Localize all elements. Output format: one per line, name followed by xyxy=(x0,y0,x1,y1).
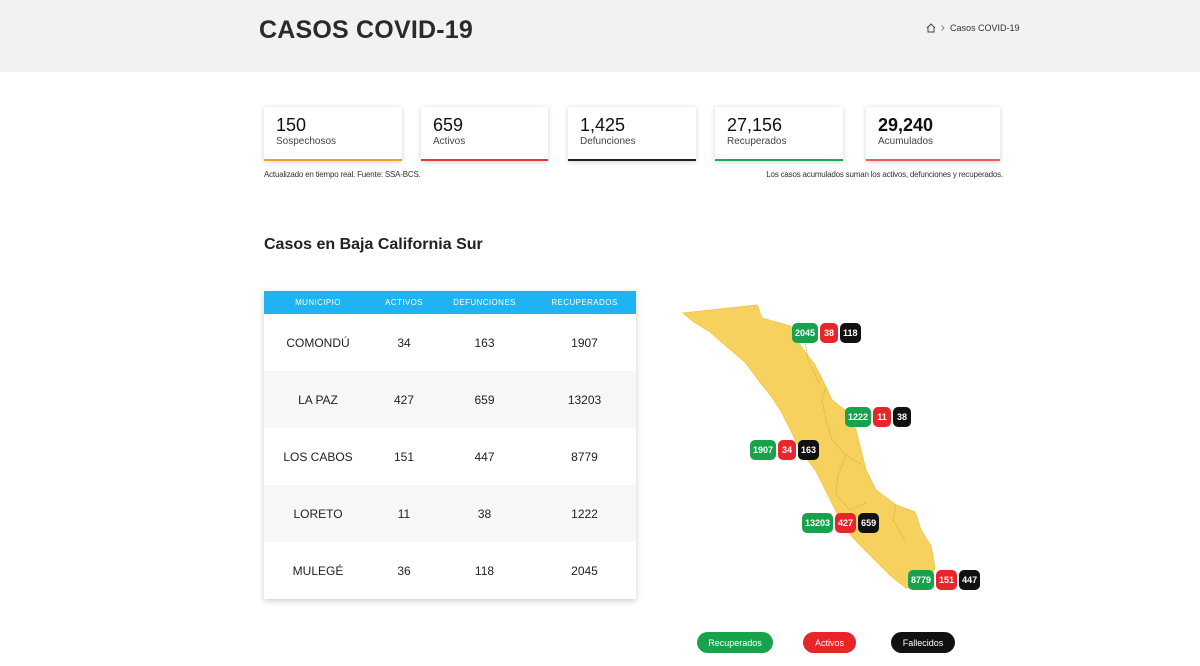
summary-card: 1,425 Defunciones xyxy=(568,107,696,161)
badge-group: 1907 34 163 xyxy=(750,440,820,460)
card-value: 27,156 xyxy=(727,115,783,135)
table-cell: COMONDÚ xyxy=(286,335,350,350)
breadcrumb-current: Casos COVID-19 xyxy=(950,23,1020,33)
map-badge: 447 xyxy=(959,570,981,590)
map-badge: 38 xyxy=(820,323,839,343)
column-header: DEFUNCIONES xyxy=(453,298,516,307)
map-badge: 659 xyxy=(858,513,880,533)
card-value: 659 xyxy=(433,115,464,135)
table-cell: LA PAZ xyxy=(298,392,338,407)
section-title: Casos en Baja California Sur xyxy=(264,236,483,253)
breadcrumb: Casos COVID-19 xyxy=(926,23,1020,33)
home-icon[interactable] xyxy=(926,23,936,33)
table-cell: 151 xyxy=(393,449,415,464)
column-header: RECUPERADOS xyxy=(551,298,618,307)
table-cell: 8779 xyxy=(571,449,598,464)
map-border xyxy=(789,325,906,541)
table-cell: LORETO xyxy=(293,506,343,521)
table-row: LA PAZ 427 659 13203 xyxy=(264,371,636,428)
card-label: Activos xyxy=(433,136,466,147)
note-left: Actualizado en tiempo real. Fuente: SSA-… xyxy=(264,170,421,179)
map-badge: 1222 xyxy=(845,407,872,427)
card-value: 150 xyxy=(276,115,307,135)
badge-group: 8779 151 447 xyxy=(908,570,981,590)
map-badge: 1907 xyxy=(750,440,777,460)
table-cell: 34 xyxy=(397,335,411,350)
map-badge: 11 xyxy=(873,407,892,427)
map-badge: 34 xyxy=(778,440,797,460)
table-row: LORETO 11 38 1222 xyxy=(264,485,636,542)
cases-table: MUNICIPIO ACTIVOS DEFUNCIONES RECUPERADOS CO… xyxy=(264,291,636,599)
map-badge: 163 xyxy=(798,440,820,460)
table-row: MULEGÉ 36 118 2045 xyxy=(264,542,636,599)
badge-group: 13203 427 659 xyxy=(802,513,880,533)
table-cell: 11 xyxy=(397,506,411,521)
table-cell: 447 xyxy=(474,449,495,464)
table-cell: 2045 xyxy=(571,563,598,578)
table-cell: 13203 xyxy=(567,392,602,407)
badge-group: 1222 11 38 xyxy=(845,407,912,427)
map-badge: 118 xyxy=(840,323,861,343)
summary-card: 150 Sospechosos xyxy=(264,107,402,161)
note-right: Los casos acumulados suman los activos, … xyxy=(766,170,1003,179)
page-title: CASOS COVID-19 xyxy=(259,16,473,44)
table-cell: 659 xyxy=(474,392,495,407)
table-header: MUNICIPIO ACTIVOS DEFUNCIONES RECUPERADOS xyxy=(264,291,636,314)
table-cell: 118 xyxy=(474,563,495,578)
table-cell: LOS CABOS xyxy=(283,449,353,464)
map-badge: 427 xyxy=(835,513,857,533)
table-row: COMONDÚ 34 163 1907 xyxy=(264,314,636,371)
table-cell: 1222 xyxy=(571,506,598,521)
card-value: 1,425 xyxy=(580,115,626,135)
badge-group: 2045 38 118 xyxy=(792,323,861,343)
table-cell: MULEGÉ xyxy=(292,563,344,578)
table-cell: 38 xyxy=(477,506,492,521)
legend-button[interactable]: Activos xyxy=(803,632,856,653)
card-label: Defunciones xyxy=(580,136,636,147)
table-cell: 163 xyxy=(474,335,495,350)
card-value: 29,240 xyxy=(878,115,934,135)
card-label: Sospechosos xyxy=(276,136,337,147)
column-header: ACTIVOS xyxy=(385,298,423,307)
table-cell: 1907 xyxy=(571,335,598,350)
summary-card: 659 Activos xyxy=(421,107,548,161)
table-row: LOS CABOS 151 447 8779 xyxy=(264,428,636,485)
map-badge: 151 xyxy=(936,570,958,590)
summary-card: 27,156 Recuperados xyxy=(715,107,843,161)
summary-card: 29,240 Acumulados xyxy=(866,107,1000,161)
legend-button[interactable]: Recuperados xyxy=(697,632,773,653)
column-header: MUNICIPIO xyxy=(295,298,341,307)
table-cell: 427 xyxy=(393,392,415,407)
map-badge: 13203 xyxy=(802,513,834,533)
legend-button[interactable]: Fallecidos xyxy=(891,632,955,653)
header-bar xyxy=(0,0,1200,72)
breadcrumb-separator xyxy=(941,25,945,31)
map-badge: 2045 xyxy=(792,323,819,343)
table-cell: 36 xyxy=(397,563,411,578)
card-label: Recuperados xyxy=(727,136,787,147)
card-label: Acumulados xyxy=(878,136,934,147)
map-badge: 8779 xyxy=(908,570,935,590)
map-badge: 38 xyxy=(893,407,912,427)
